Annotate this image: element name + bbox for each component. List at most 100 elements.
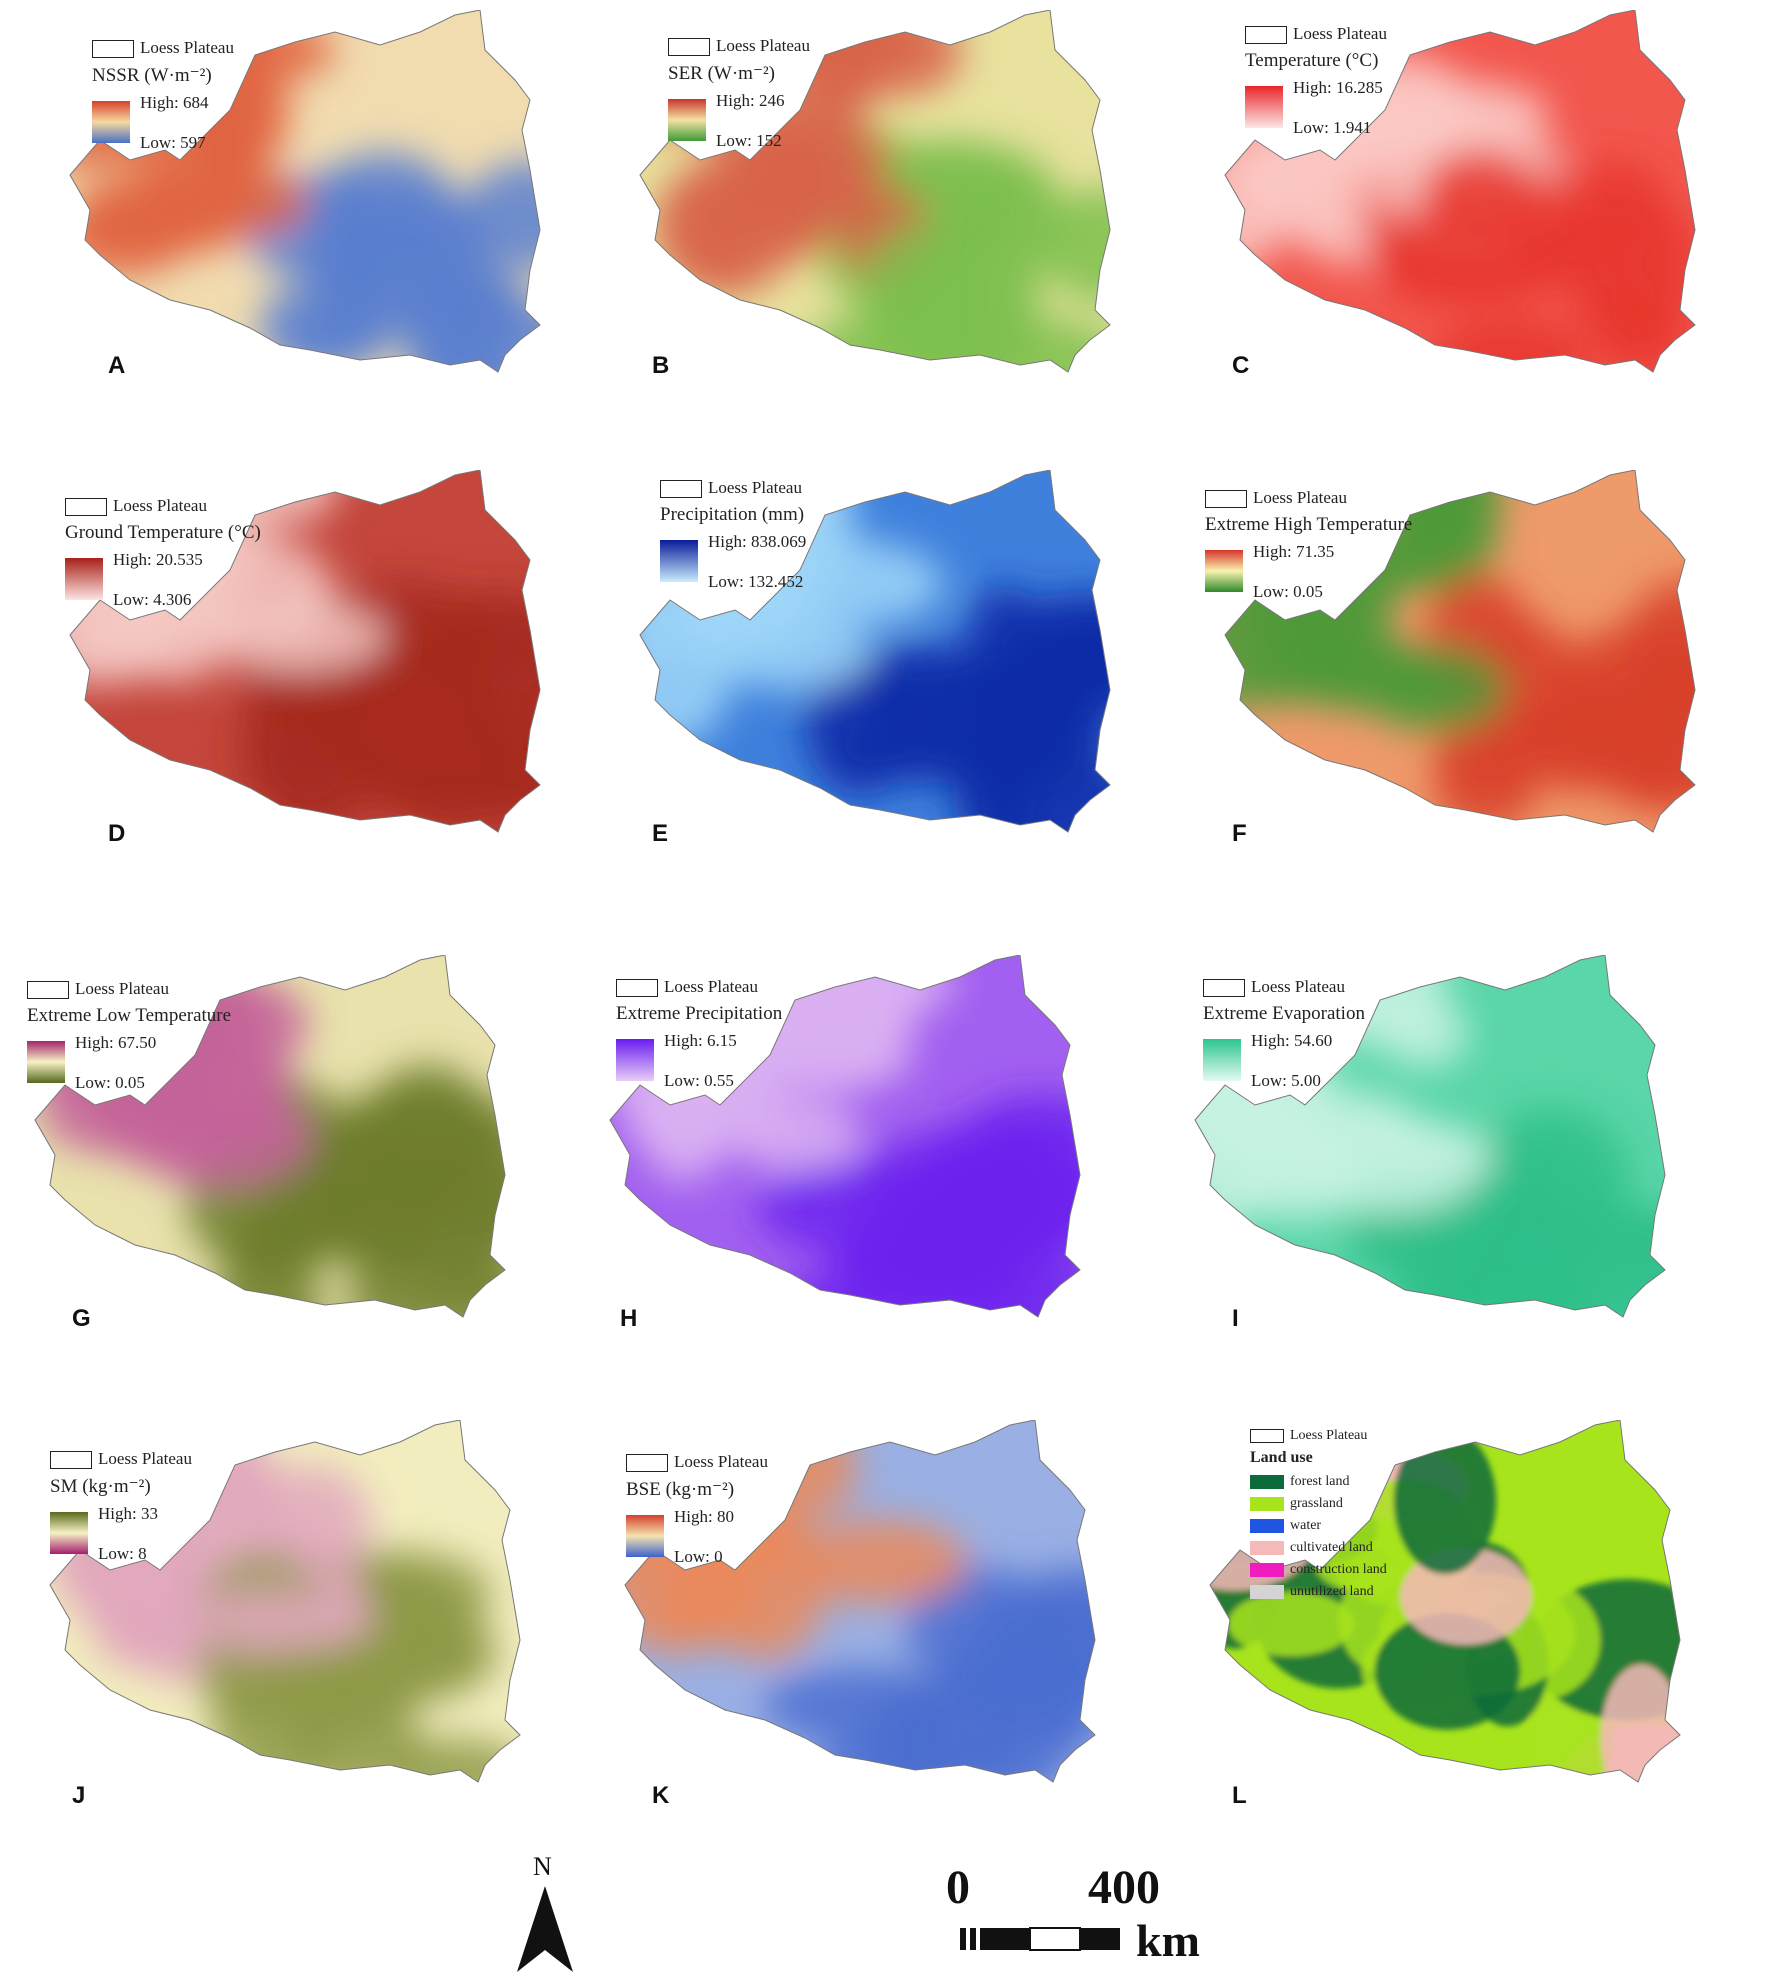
legend-high: High: 80 (674, 1507, 734, 1526)
legend-high: High: 246 (716, 91, 785, 110)
plateau-map (34, 955, 506, 1318)
panel-letter: A (108, 352, 126, 379)
legend-title: Temperature (°C) (1245, 50, 1379, 71)
scale-unit: km (1136, 1915, 1200, 1966)
plateau-map (1194, 955, 1666, 1318)
landuse-class: unutilized land (1250, 1581, 1387, 1603)
color-ramp (626, 1515, 664, 1557)
plateau-map (69, 10, 541, 373)
plateau-map (1209, 1420, 1681, 1783)
plateau-map (1224, 470, 1696, 833)
legend-title: BSE (kg·m⁻²) (626, 1479, 735, 1500)
legend-k: Loess Plateau BSE (kg·m⁻²) High: 80 Low: 0 (626, 1450, 768, 1579)
panel-letter: J (72, 1782, 86, 1809)
color-ramp (27, 1041, 65, 1083)
boundary-swatch (1203, 979, 1245, 998)
boundary-label: Loess Plateau (664, 977, 758, 996)
legend-high: High: 838.069 (708, 532, 807, 551)
panel-letter: K (652, 1782, 670, 1809)
boundary-label: Loess Plateau (1251, 977, 1345, 996)
boundary-label: Loess Plateau (1253, 488, 1347, 507)
legend-title: Land use (1250, 1449, 1313, 1466)
panel-letter: L (1232, 1782, 1247, 1809)
legend-low: Low: 5.00 (1251, 1071, 1321, 1090)
boundary-legend: Loess Plateau (616, 975, 782, 999)
boundary-legend: Loess Plateau (668, 34, 810, 58)
landuse-label: grassland (1290, 1496, 1343, 1511)
boundary-label: Loess Plateau (1290, 1428, 1368, 1443)
legend-low: Low: 1.941 (1293, 118, 1372, 137)
boundary-label: Loess Plateau (113, 496, 207, 515)
landuse-label: construction land (1290, 1562, 1387, 1577)
landuse-swatch (1250, 1584, 1284, 1599)
legend-high: High: 67.50 (75, 1033, 157, 1052)
legend-b: Loess Plateau SER (W·m⁻²) High: 246 Low: 15… (668, 34, 810, 163)
landuse-label: forest land (1290, 1474, 1350, 1489)
color-ramp (616, 1039, 654, 1081)
legend-h: Loess Plateau Extreme Precipitation High: … (616, 975, 782, 1103)
boundary-swatch (660, 480, 702, 499)
north-arrow-icon (517, 1886, 573, 1972)
panel-letter: H (620, 1305, 638, 1332)
color-ramp (1203, 1039, 1241, 1081)
legend-title: NSSR (W·m⁻²) (92, 65, 212, 86)
boundary-legend: Loess Plateau (660, 476, 804, 500)
legend-title: SM (kg·m⁻²) (50, 1476, 151, 1497)
boundary-label: Loess Plateau (708, 478, 802, 497)
landuse-class: grassland (1250, 1493, 1387, 1515)
north-label: N (533, 1852, 552, 1881)
legend-low: Low: 0.05 (1253, 582, 1323, 601)
legend-high: High: 20.535 (113, 550, 203, 569)
boundary-label: Loess Plateau (75, 979, 169, 998)
landuse-label: unutilized land (1290, 1584, 1374, 1599)
panel-letter: G (72, 1305, 91, 1332)
boundary-swatch (65, 498, 107, 517)
boundary-legend: Loess Plateau (1203, 975, 1365, 999)
landuse-swatch (1250, 1474, 1284, 1489)
landuse-class: forest land (1250, 1471, 1387, 1493)
plateau-map (609, 955, 1081, 1318)
plateau-map (639, 470, 1111, 833)
legend-c: Loess Plateau Temperature (°C) High: 16.28… (1245, 22, 1387, 150)
legend-low: Low: 597 (140, 133, 206, 152)
legend-low: Low: 0 (674, 1547, 723, 1566)
legend-low: Low: 132.452 (708, 572, 804, 591)
color-ramp (1205, 550, 1243, 592)
color-ramp (92, 101, 130, 143)
legend-landuse: Loess Plateau Land use forest land grasslan… (1250, 1425, 1387, 1603)
legend-g: Loess Plateau Extreme Low Temperature High… (27, 977, 231, 1105)
landuse-class: cultivated land (1250, 1537, 1387, 1559)
color-ramp (668, 99, 706, 141)
panel-letter: E (652, 820, 669, 847)
legend-high: High: 54.60 (1251, 1031, 1333, 1050)
legend-i: Loess Plateau Extreme Evaporation High: 54… (1203, 975, 1365, 1103)
color-ramp (1245, 86, 1283, 128)
panel-letter: B (652, 352, 670, 379)
landuse-swatch (1250, 1518, 1284, 1533)
north-arrow: N (505, 1852, 585, 1972)
landuse-swatch (1250, 1496, 1284, 1511)
legend-high: High: 684 (140, 93, 209, 112)
boundary-legend: Loess Plateau (1205, 486, 1412, 510)
legend-d: Loess Plateau Ground Temperature (°C) High… (65, 494, 261, 622)
boundary-label: Loess Plateau (98, 1449, 192, 1468)
boundary-swatch (668, 38, 710, 57)
boundary-legend: Loess Plateau (626, 1450, 768, 1474)
legend-title: Extreme Precipitation (616, 1003, 783, 1024)
panel-letter: F (1232, 820, 1247, 847)
plateau-map (624, 1420, 1096, 1783)
legend-high: High: 16.285 (1293, 78, 1383, 97)
landuse-class: water (1250, 1515, 1387, 1537)
legend-low: Low: 152 (716, 131, 782, 150)
legend-low: Low: 0.05 (75, 1073, 145, 1092)
boundary-legend: Loess Plateau (1245, 22, 1387, 46)
boundary-swatch (27, 981, 69, 1000)
boundary-swatch (92, 40, 134, 59)
scale-bar-graphic (960, 1927, 1120, 1951)
scale-label-end: 400 (1088, 1861, 1160, 1914)
legend-j: Loess Plateau SM (kg·m⁻²) High: 33 Low: 8 (50, 1447, 192, 1576)
panel-letter: D (108, 820, 126, 847)
landuse-swatch (1250, 1540, 1284, 1555)
color-ramp (50, 1512, 88, 1554)
legend-low: Low: 0.55 (664, 1071, 734, 1090)
